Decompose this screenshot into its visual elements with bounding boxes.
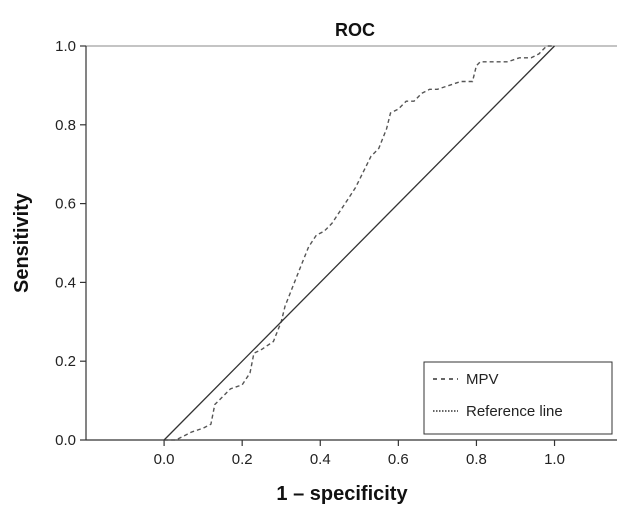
y-tick-label: 0.6 xyxy=(55,196,76,213)
series-line-mpv xyxy=(164,45,555,441)
legend: MPV Reference line xyxy=(423,361,613,435)
legend-label-reference-line: Reference line xyxy=(466,403,563,420)
series-line-reference-line xyxy=(163,45,555,441)
x-tick-label: 0.6 xyxy=(388,451,409,468)
y-tick-label: 0.2 xyxy=(55,353,76,370)
x-axis-title: 1 – specificity xyxy=(276,483,408,505)
x-tick-label: 0.4 xyxy=(310,451,331,468)
y-axis-ticks: 0.0 0.2 0.4 0.6 0.8 1.0 xyxy=(55,38,86,449)
x-tick-label: 0.2 xyxy=(232,451,253,468)
y-tick-label: 0.0 xyxy=(55,432,76,449)
legend-label-mpv: MPV xyxy=(466,371,499,388)
chart-title: ROC xyxy=(335,20,375,40)
y-tick-label: 1.0 xyxy=(55,38,76,55)
legend-box xyxy=(423,361,613,435)
y-tick-label: 0.4 xyxy=(55,274,76,291)
x-tick-label: 1.0 xyxy=(544,451,565,468)
x-tick-label: 0.8 xyxy=(466,451,487,468)
series-layer xyxy=(163,45,555,441)
x-axis-ticks: 0.0 0.2 0.4 0.6 0.8 1.0 xyxy=(154,440,565,468)
y-axis-title: Sensitivity xyxy=(11,192,33,293)
x-tick-label: 0.0 xyxy=(154,451,175,468)
y-tick-label: 0.8 xyxy=(55,117,76,134)
